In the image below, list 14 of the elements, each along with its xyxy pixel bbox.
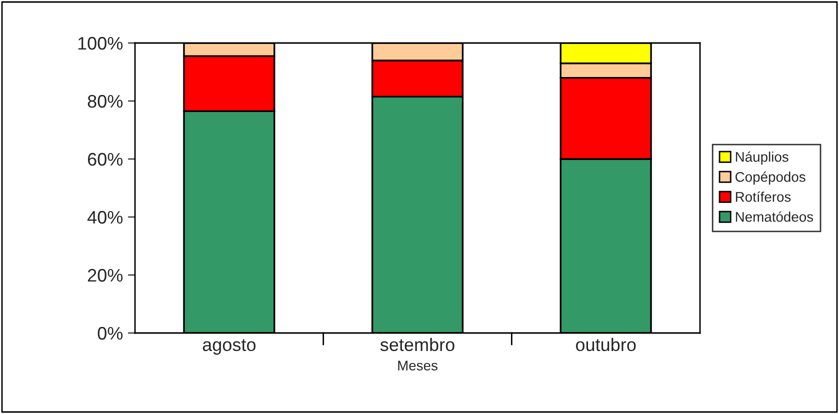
y-tick-label: 20% [88,268,123,282]
y-tick-label: 100% [78,36,123,50]
legend-label: Náuplios [736,151,788,165]
legend-label: Nematódeos [736,211,814,222]
x-axis-title: Meses [398,360,438,370]
y-tick-label: 80% [88,94,123,108]
x-tick-label: outubro [576,338,636,352]
x-tick-label: agosto [202,339,256,355]
legend-label: Rotíferos [736,191,791,202]
y-tick-label: 60% [88,152,123,166]
legend-label: Copépodos [736,172,806,185]
x-tick-label: setembro [380,338,454,352]
y-tick-label: 0% [98,326,123,340]
y-tick-label: 40% [87,210,123,224]
